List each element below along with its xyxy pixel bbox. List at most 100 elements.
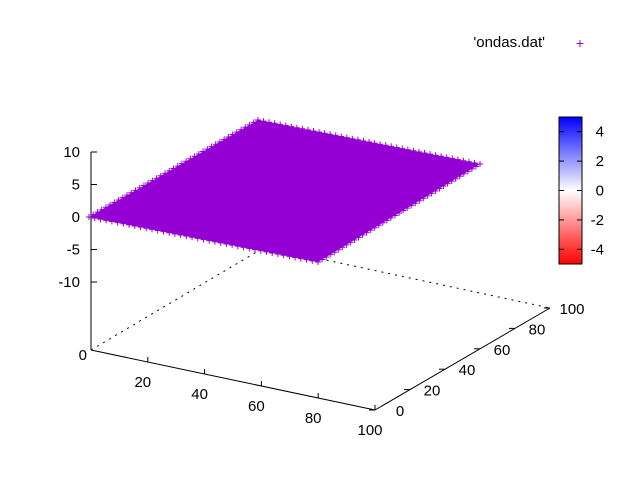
- data-point-marker: [410, 147, 417, 154]
- data-point-marker: [269, 250, 276, 256]
- data-point-marker: [166, 167, 173, 174]
- data-point-marker: [331, 249, 338, 256]
- data-point-marker: [399, 145, 406, 152]
- z-tick-label: -5: [67, 242, 80, 259]
- data-point-marker: [131, 223, 138, 229]
- x-tick-label: 80: [305, 410, 322, 427]
- data-point-marker: [432, 187, 439, 194]
- data-point-marker: [472, 163, 479, 170]
- data-point-marker: [351, 236, 358, 243]
- data-point-marker: [189, 234, 196, 241]
- z-axis-ticks: 10 5 0 -5 -10 0: [58, 144, 97, 364]
- z-tick-label: 10: [63, 144, 80, 161]
- data-point-marker: [347, 239, 354, 246]
- data-point-marker: [343, 134, 350, 141]
- data-point-marker: [367, 227, 374, 234]
- data-point-marker: [111, 199, 118, 206]
- data-point-marker: [183, 233, 190, 240]
- z-base-label: 0: [79, 347, 87, 364]
- data-point-marker: [166, 229, 173, 236]
- colorbox-tick-label: 4: [596, 124, 604, 141]
- data-point-marker: [404, 205, 411, 212]
- data-point-marker: [157, 172, 164, 179]
- data-point-marker: [371, 140, 378, 147]
- x-tick-label: 40: [191, 386, 208, 403]
- data-point-marker: [468, 165, 475, 172]
- data-point-marker: [114, 219, 121, 226]
- data-point-marker: [108, 218, 115, 225]
- data-point-marker: [217, 239, 224, 246]
- data-point-marker: [377, 141, 384, 148]
- data-point-marker: [424, 192, 431, 199]
- data-point-marker: [400, 207, 407, 214]
- data-point-marker: [436, 185, 443, 192]
- data-point-marker: [204, 146, 211, 153]
- data-point-marker: [200, 148, 207, 155]
- x-tick-label: 100: [357, 422, 382, 439]
- data-point-marker: [297, 255, 304, 262]
- data-point-marker: [292, 254, 299, 261]
- data-point-marker: [212, 141, 219, 148]
- data-point-marker: [323, 254, 330, 261]
- data-point-marker: [223, 241, 230, 247]
- data-point-marker: [332, 132, 339, 139]
- data-point-marker: [471, 159, 478, 166]
- y-axis-line: [374, 307, 551, 411]
- data-point-marker: [107, 201, 114, 208]
- data-point-marker: [379, 219, 386, 226]
- data-point-marker: [120, 220, 127, 227]
- data-surface: [86, 117, 483, 265]
- data-point-marker: [316, 129, 323, 136]
- data-point-marker: [339, 244, 346, 251]
- data-point-marker: [416, 197, 423, 204]
- data-point-marker: [383, 217, 390, 224]
- z-tick-label: 5: [72, 177, 80, 194]
- data-point-marker: [126, 221, 133, 228]
- data-point-marker: [229, 131, 236, 138]
- data-point-marker: [246, 121, 253, 128]
- data-point-marker: [246, 245, 253, 252]
- data-point-marker: [288, 123, 295, 130]
- y-tick-label: 40: [459, 362, 476, 379]
- data-point-marker: [420, 195, 427, 202]
- data-point-marker: [338, 133, 345, 140]
- data-point-marker: [404, 146, 411, 153]
- data-point-marker: [263, 248, 270, 255]
- data-point-marker: [200, 236, 207, 243]
- data-point-marker: [137, 224, 144, 231]
- data-point-marker: [187, 155, 194, 162]
- data-point-marker: [363, 229, 370, 236]
- legend-label: 'ondas.dat': [473, 34, 545, 51]
- data-point-marker: [233, 129, 240, 136]
- data-point-marker: [119, 194, 126, 201]
- data-point-marker: [440, 183, 447, 190]
- data-point-marker: [349, 135, 356, 142]
- colorbox-tick-label: 2: [596, 153, 604, 170]
- data-point-marker: [391, 212, 398, 219]
- data-point-marker: [91, 215, 98, 222]
- data-point-marker: [327, 251, 334, 258]
- data-point-marker: [388, 143, 395, 150]
- z-tick-label: -10: [58, 274, 80, 291]
- data-point-marker: [271, 120, 278, 127]
- data-point-marker: [221, 136, 228, 143]
- data-point-marker: [343, 241, 350, 248]
- data-point-marker: [460, 170, 467, 177]
- data-point-marker: [448, 178, 455, 185]
- data-point-marker: [412, 200, 419, 207]
- data-point-marker: [177, 232, 184, 238]
- colorbox-tick-label: 0: [596, 183, 604, 200]
- data-point-marker: [456, 173, 463, 180]
- data-point-marker: [216, 138, 223, 145]
- data-point-marker: [174, 163, 181, 170]
- data-point-marker: [229, 242, 236, 249]
- data-point-marker: [252, 246, 259, 253]
- colorbox-ticks: 4 2 0 -2 -4: [559, 124, 604, 258]
- data-point-marker: [354, 136, 361, 143]
- data-point-marker: [427, 151, 434, 158]
- data-point-marker: [195, 150, 202, 157]
- surface-fill: [89, 120, 480, 262]
- data-point-marker: [98, 206, 105, 213]
